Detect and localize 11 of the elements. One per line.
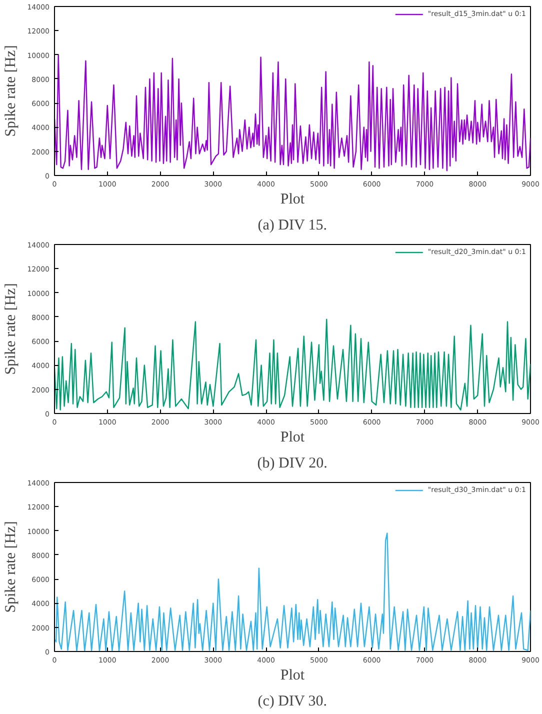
y-axis-title: Spike rate [Hz] bbox=[3, 521, 20, 613]
line-series bbox=[54, 318, 530, 410]
y-axis-title: Spike rate [Hz] bbox=[3, 283, 20, 375]
y-axis-title: Spike rate [Hz] bbox=[3, 45, 20, 137]
x-axis-title: Plot bbox=[280, 430, 306, 446]
text: (c) DIV 30. bbox=[258, 694, 328, 710]
line-series bbox=[54, 54, 530, 172]
x-axis-title: Plot bbox=[280, 192, 306, 208]
text: (a) DIV 15. bbox=[258, 218, 328, 234]
text: (b) DIV 20. bbox=[257, 456, 328, 472]
x-axis-title: Plot bbox=[280, 668, 306, 684]
